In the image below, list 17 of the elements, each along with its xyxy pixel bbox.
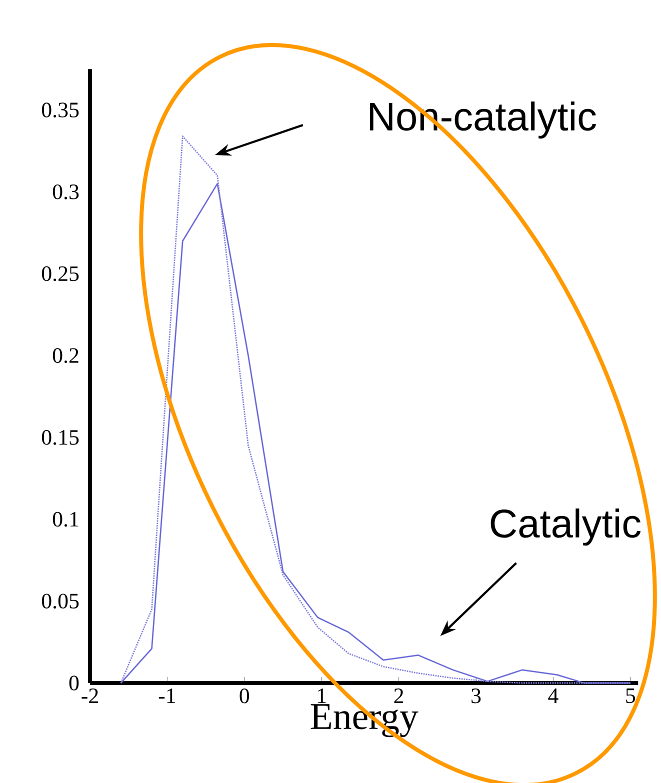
y-tick-label: 0.15 (42, 430, 79, 445)
y-tick-label: 0.25 (42, 266, 79, 282)
x-tick-label: 2 (394, 688, 404, 704)
x-tick-label: 1 (318, 688, 326, 703)
x-tick-label: 0 (240, 688, 250, 704)
x-tick-label: 4 (548, 688, 558, 703)
x-tick-label: -2 (82, 688, 98, 704)
y-tick-label: 0.35 (42, 102, 79, 118)
annotation: Catalytic (490, 508, 641, 546)
x-tick-label: 5 (626, 688, 636, 704)
y-tick-label: 0.2 (52, 348, 78, 364)
y-tick-label: 0.1 (52, 512, 78, 527)
y-tick-label: 0.3 (52, 184, 79, 200)
x-tick-label: -1 (158, 688, 176, 703)
y-tick-label: 0.05 (42, 594, 79, 609)
y-tick-label: 0 (69, 676, 79, 690)
x-tick-label: 3 (472, 688, 481, 704)
